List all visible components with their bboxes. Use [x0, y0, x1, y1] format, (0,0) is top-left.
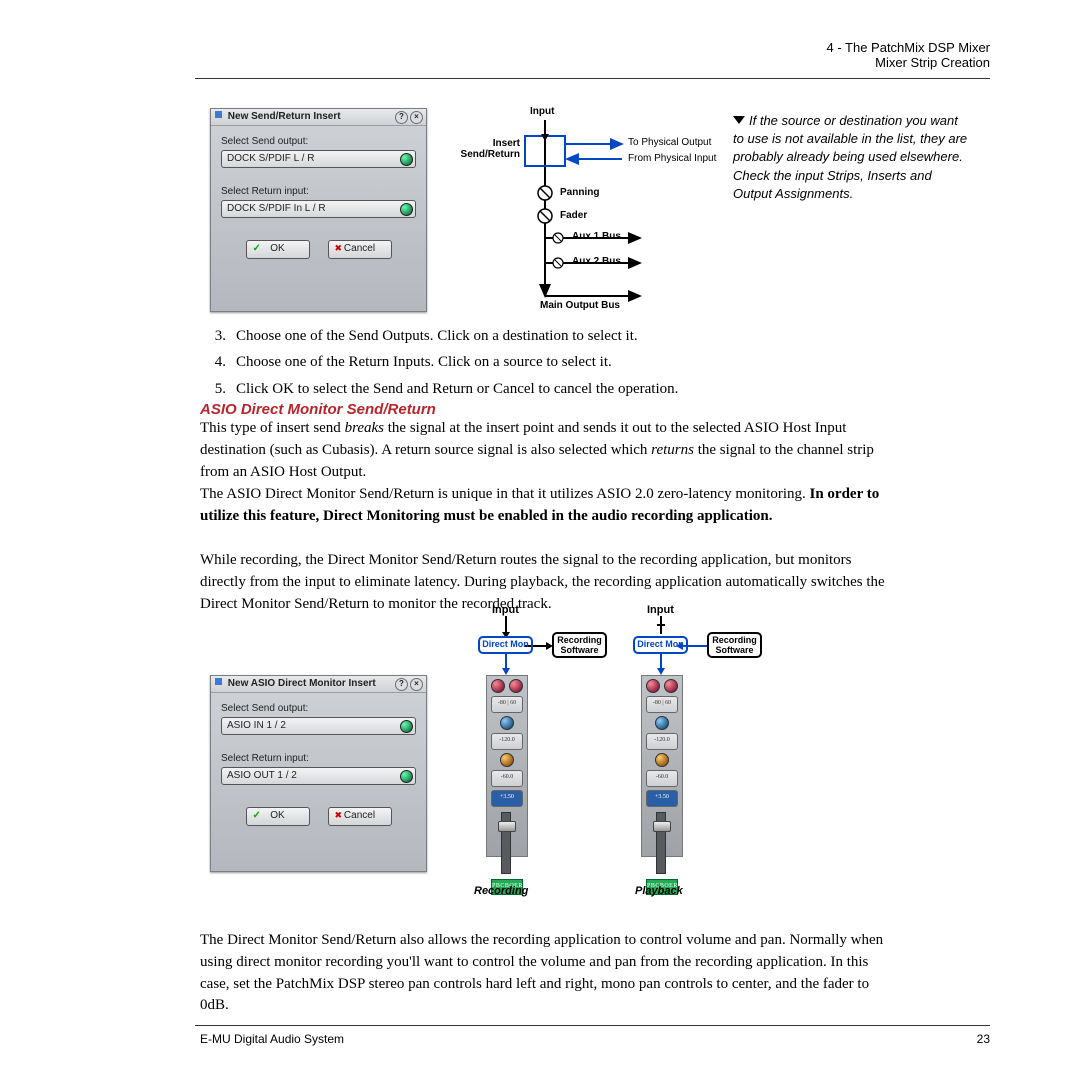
label-input: Input: [530, 106, 554, 117]
triangle-down-icon: [733, 116, 745, 124]
dialog-new-send-return: New Send/Return Insert ?× Select Send ou…: [210, 108, 427, 312]
paragraph-1: This type of insert send breaks the sign…: [200, 418, 890, 483]
paragraph-4: The Direct Monitor Send/Return also allo…: [200, 930, 890, 1017]
figure-send-return: New Send/Return Insert ?× Select Send ou…: [210, 108, 720, 313]
app-icon: [215, 678, 222, 685]
dialog-new-asio-insert: New ASIO Direct Monitor Insert ?× Select…: [210, 675, 427, 872]
ok-button[interactable]: OK: [246, 240, 310, 259]
channel-strip-playback: -80 | 60 -120.0 -60.0 +3.50 PBCBOER: [641, 675, 683, 857]
send-output-select[interactable]: ASIO IN 1 / 2: [221, 717, 416, 735]
footer-left: E-MU Digital Audio System: [200, 1032, 344, 1046]
label-from-physical: From Physical Input: [628, 153, 716, 164]
app-icon: [215, 111, 222, 118]
send-output-label: Select Send output:: [221, 136, 416, 147]
label-to-physical: To Physical Output: [628, 137, 711, 148]
step-num: 5.: [200, 378, 236, 401]
signal-flow-diagram: Input InsertSend/Return To Physical Outp…: [440, 108, 720, 313]
flowB-right-down: [625, 652, 685, 680]
header-line1: 4 - The PatchMix DSP Mixer: [826, 40, 990, 55]
dialog-title-bar: New ASIO Direct Monitor Insert ?×: [211, 676, 426, 693]
header-line2: Mixer Strip Creation: [826, 55, 990, 70]
help-icon[interactable]: ?: [395, 678, 408, 691]
close-icon[interactable]: ×: [410, 678, 423, 691]
send-output-select[interactable]: DOCK S/PDIF L / R: [221, 150, 416, 168]
ok-button[interactable]: OK: [246, 807, 310, 826]
section-heading: ASIO Direct Monitor Send/Return: [200, 401, 436, 418]
return-input-label: Select Return input:: [221, 186, 416, 197]
box-recording-software-left: RecordingSoftware: [552, 632, 607, 658]
dialog-title: New ASIO Direct Monitor Insert: [228, 678, 376, 689]
return-input-select[interactable]: ASIO OUT 1 / 2: [221, 767, 416, 785]
label-main-out: Main Output Bus: [540, 300, 620, 311]
footer-page-number: 23: [977, 1032, 990, 1046]
dropdown-icon: [400, 153, 413, 166]
dropdown-icon: [400, 770, 413, 783]
page-footer: E-MU Digital Audio System 23: [200, 1032, 990, 1046]
label-playback: Playback: [635, 885, 683, 897]
dialog-title-bar: New Send/Return Insert ?×: [211, 109, 426, 126]
send-output-label: Select Send output:: [221, 703, 416, 714]
footer-rule: [195, 1025, 990, 1026]
label-fader: Fader: [560, 210, 587, 221]
return-input-label: Select Return input:: [221, 753, 416, 764]
label-panning: Panning: [560, 187, 599, 198]
label-input-left: Input: [492, 604, 519, 616]
figure-asio-direct-monitor: New ASIO Direct Monitor Insert ?× Select…: [210, 600, 750, 900]
paragraph-2: The ASIO Direct Monitor Send/Return is u…: [200, 484, 890, 528]
page-header: 4 - The PatchMix DSP Mixer Mixer Strip C…: [826, 40, 990, 70]
cancel-button[interactable]: Cancel: [328, 807, 392, 826]
dropdown-icon: [400, 203, 413, 216]
step-num: 3.: [200, 325, 236, 348]
step-text: Click OK to select the Send and Return o…: [236, 378, 678, 401]
help-icon[interactable]: ?: [395, 111, 408, 124]
flowB-left-down: [470, 652, 530, 680]
label-input-right: Input: [647, 604, 674, 616]
numbered-steps: 3.Choose one of the Send Outputs. Click …: [200, 325, 890, 404]
label-aux1: Aux 1 Bus: [572, 231, 621, 242]
dropdown-icon: [400, 720, 413, 733]
return-input-select[interactable]: DOCK S/PDIF In L / R: [221, 200, 416, 218]
step-text: Choose one of the Return Inputs. Click o…: [236, 351, 612, 374]
dialog-title: New Send/Return Insert: [228, 111, 341, 122]
channel-strip-recording: -80 | 60 -120.0 -60.0 +3.50 PBCBOER: [486, 675, 528, 857]
header-rule: [195, 78, 990, 79]
step-num: 4.: [200, 351, 236, 374]
label-aux2: Aux 2 Bus: [572, 256, 621, 267]
label-insert: InsertSend/Return: [450, 138, 520, 160]
close-icon[interactable]: ×: [410, 111, 423, 124]
box-recording-software-right: RecordingSoftware: [707, 632, 762, 658]
label-recording: Recording: [474, 885, 528, 897]
cancel-button[interactable]: Cancel: [328, 240, 392, 259]
side-note: If the source or destination you want to…: [733, 112, 968, 203]
step-text: Choose one of the Send Outputs. Click on…: [236, 325, 638, 348]
side-note-text: If the source or destination you want to…: [733, 113, 967, 201]
